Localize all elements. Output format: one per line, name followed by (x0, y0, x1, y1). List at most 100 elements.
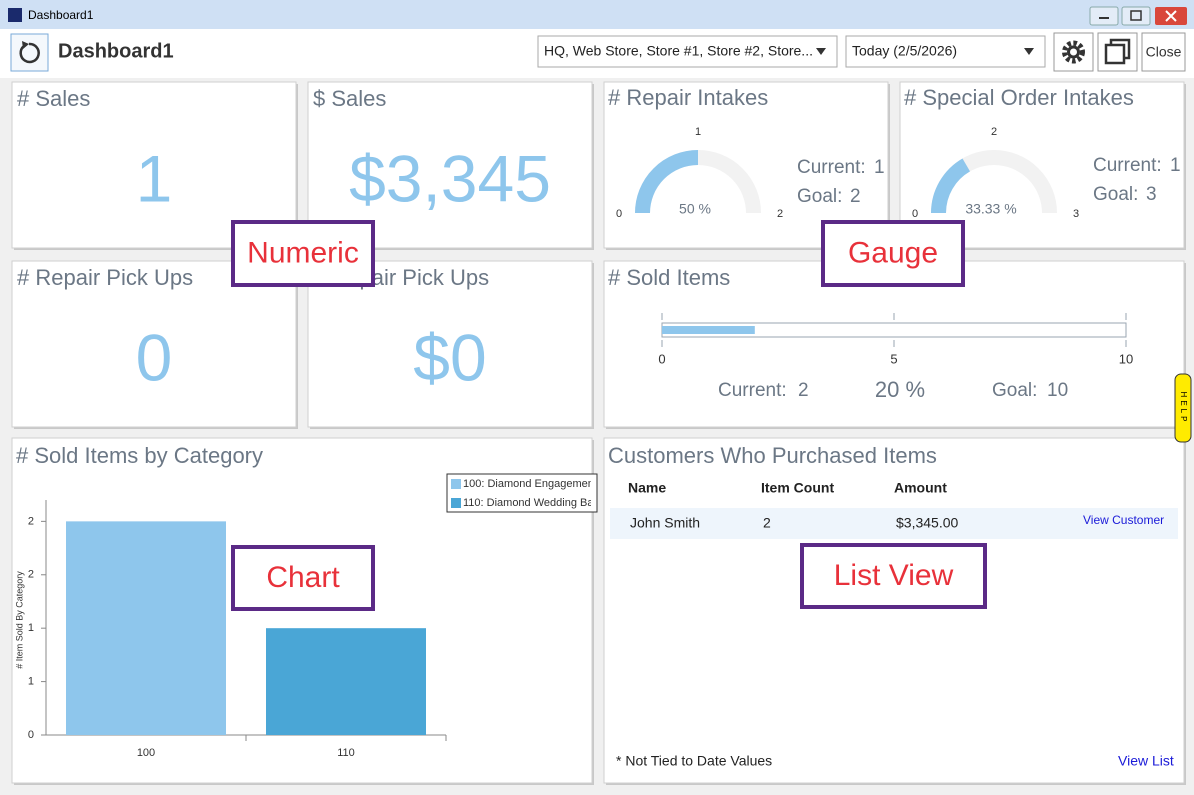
date-filter: Today (2/5/2026) (852, 43, 957, 59)
x-tick-label: 110 (337, 747, 355, 759)
list-cell: 2 (763, 515, 771, 531)
dashboard-title: Dashboard1 (58, 40, 174, 62)
current-value: 2 (798, 380, 809, 401)
legend-swatch (451, 479, 461, 489)
help-tab[interactable] (1174, 373, 1192, 443)
window-mode-icon-back (1109, 38, 1131, 60)
current-label: Current: (1093, 155, 1162, 176)
location-dropdown[interactable] (537, 35, 838, 68)
goal-label: Goal: (992, 380, 1037, 401)
close-button[interactable] (1141, 32, 1186, 72)
tile-title: # Special Order Intakes (904, 85, 1134, 110)
goal-value: 3 (1146, 184, 1157, 205)
tile-title: # Sales (17, 86, 90, 111)
annotation-label: Numeric (247, 236, 359, 269)
gauge-tick-label: 3 (1073, 208, 1079, 220)
linear-fill (662, 326, 755, 334)
help-label: HELP (1179, 392, 1188, 425)
legend (446, 473, 598, 513)
column-header: Item Count (761, 480, 834, 496)
gear-icon (1062, 40, 1085, 64)
dropdown-arrow (1024, 48, 1034, 55)
gauge-fill (931, 158, 971, 214)
gauge-percent: 33.33 % (965, 201, 1016, 217)
goal-value: 2 (850, 186, 861, 207)
gear-icon-center (1067, 45, 1080, 59)
tick-label: 5 (890, 351, 897, 366)
tick-label: 10 (1119, 351, 1133, 366)
app-icon (8, 8, 22, 22)
list-cell: $3,345.00 (896, 515, 958, 531)
tile-title: # Sold Items (608, 265, 730, 290)
gauge-percent: 20 % (875, 377, 925, 402)
bar (266, 628, 426, 735)
x-tick-label: 100 (137, 747, 155, 759)
tile (307, 260, 593, 428)
maximize-button[interactable] (1121, 6, 1151, 26)
window-mode-icon (1104, 43, 1126, 65)
location-filter: HQ, Web Store, Store #1, Store #2, Store… (544, 43, 813, 59)
view-customer-link[interactable]: View Customer (1083, 513, 1164, 527)
list-cell: John Smith (630, 515, 700, 531)
y-tick-label: 1 (28, 675, 34, 687)
annotation-box (821, 220, 965, 287)
footnote: * Not Tied to Date Values (616, 753, 772, 769)
legend-label: 110: Diamond Wedding Ba (463, 497, 594, 509)
minimize-button[interactable] (1089, 6, 1119, 26)
column-header: Name (628, 480, 666, 496)
y-tick-label: 0 (28, 729, 34, 741)
tile-title: # Repair Intakes (608, 85, 768, 110)
close-label: Close (1146, 44, 1182, 60)
list-row (610, 508, 1178, 539)
tile-value: $3,345 (349, 141, 551, 215)
current-label: Current: (797, 157, 866, 178)
gauge-tick-label: 0 (616, 208, 622, 220)
gauge-fill (635, 150, 699, 214)
tick-label: 0 (658, 351, 665, 366)
current-label: Current: (718, 380, 787, 401)
annotation-box (800, 543, 987, 609)
tile-title: # Repair Pick Ups (17, 265, 193, 290)
annotation-label: Chart (266, 561, 340, 594)
gauge-tick-label: 1 (695, 126, 701, 138)
gauge-tick-label: 0 (912, 208, 918, 220)
gauge-tick-label: 2 (777, 208, 783, 220)
list-title: Customers Who Purchased Items (608, 443, 937, 468)
tile-value: 1 (136, 141, 173, 215)
current-value: 1 (1170, 155, 1181, 176)
legend-swatch (451, 498, 461, 508)
goal-label: Goal: (797, 186, 842, 207)
annotation-label: Gauge (848, 236, 938, 269)
window-mode-button[interactable] (1097, 32, 1138, 72)
window-title: Dashboard1 (28, 8, 94, 22)
legend-label: 100: Diamond Engagemen (463, 478, 594, 490)
tile (603, 437, 1185, 784)
gauge-tick-label: 2 (991, 126, 997, 138)
goal-label: Goal: (1093, 184, 1138, 205)
annotation-box (231, 545, 375, 611)
close-icon (1165, 10, 1177, 22)
bar (66, 521, 226, 735)
refresh-icon (19, 42, 40, 64)
tile (11, 260, 297, 428)
y-tick-label: 2 (28, 569, 34, 581)
y-axis-label: # Item Sold By Category (14, 571, 24, 669)
annotation-label: List View (834, 559, 954, 592)
refresh-button[interactable] (10, 33, 49, 72)
current-value: 1 (874, 157, 885, 178)
title-bar (0, 0, 1194, 29)
date-dropdown[interactable] (845, 35, 1046, 68)
gauge-percent: 50 % (679, 201, 711, 217)
view-list-link[interactable]: View List (1118, 753, 1174, 769)
goal-value: 10 (1047, 380, 1068, 401)
settings-button[interactable] (1053, 32, 1094, 72)
dropdown-arrow (816, 48, 826, 55)
tile-value: $0 (413, 320, 486, 394)
refresh-arrow (22, 41, 29, 49)
tile-title: $ Sales (313, 86, 386, 111)
y-tick-label: 1 (28, 622, 34, 634)
maximize-icon (1130, 10, 1142, 21)
tile-value: 0 (136, 320, 173, 394)
column-header: Amount (894, 480, 947, 496)
